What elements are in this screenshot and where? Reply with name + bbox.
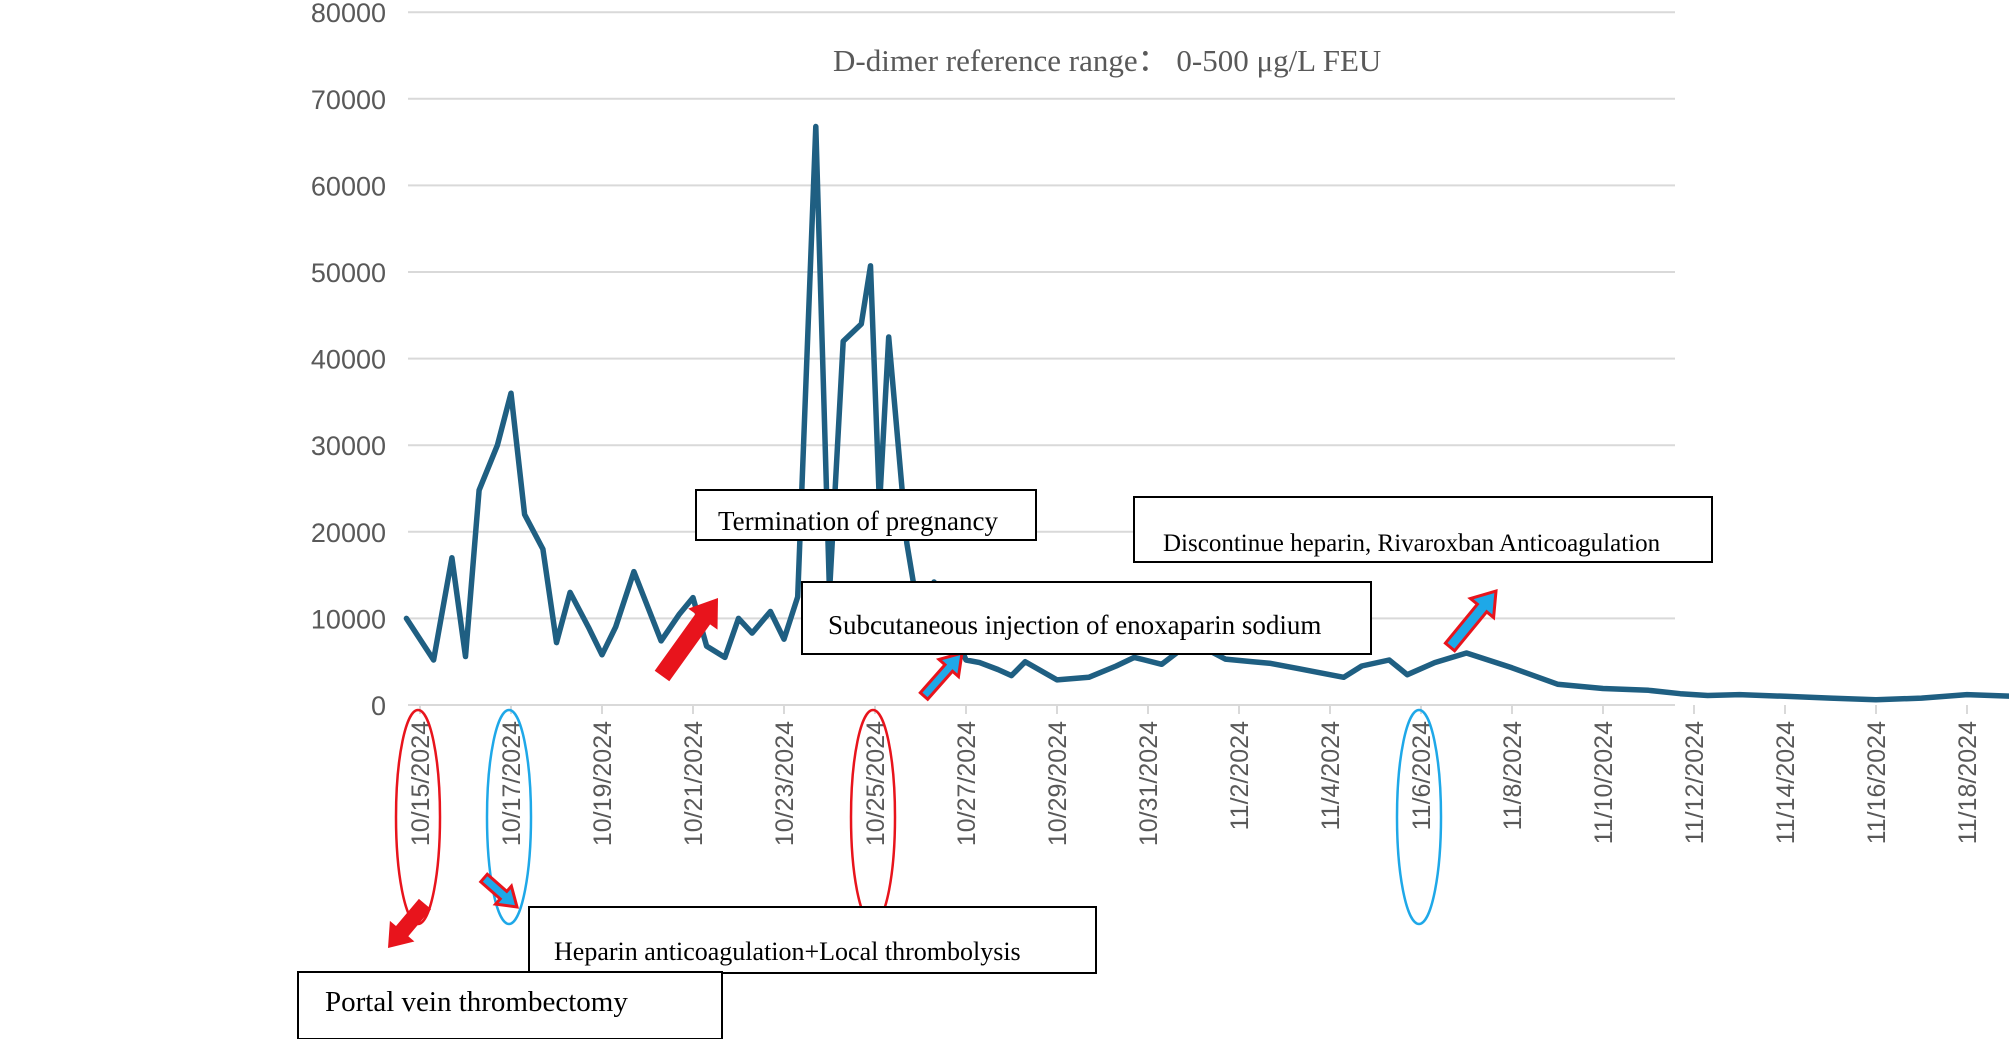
y-tick-label: 60000 bbox=[311, 171, 386, 201]
annotation-arrows bbox=[388, 588, 1498, 948]
annotation-enoxaparin: Subcutaneous injection of enoxaparin sod… bbox=[801, 581, 1372, 655]
arrow-enoxaparin-icon bbox=[918, 650, 964, 702]
highlight-ellipse-11-6-2024 bbox=[1395, 708, 1443, 926]
x-tick-label: 11/14/2024 bbox=[1772, 721, 1800, 844]
x-tick-label: 11/4/2024 bbox=[1317, 721, 1345, 830]
arrow-heparin-icon bbox=[478, 872, 520, 909]
y-tick-label: 80000 bbox=[311, 0, 386, 28]
annotation-enoxaparin-text: Subcutaneous injection of enoxaparin sod… bbox=[828, 610, 1321, 640]
annotation-discontinue-text: Discontinue heparin, Rivaroxban Anticoag… bbox=[1163, 530, 1661, 557]
annotation-termination-box bbox=[695, 489, 1037, 541]
y-tick-label: 70000 bbox=[311, 85, 386, 115]
x-tick-label: 11/18/2024 bbox=[1954, 721, 1982, 844]
y-tick-label: 10000 bbox=[311, 604, 386, 634]
x-tick-label: 11/2/2024 bbox=[1226, 721, 1254, 830]
x-tick-label: 11/10/2024 bbox=[1590, 721, 1618, 844]
arrow-termination-icon bbox=[654, 598, 718, 682]
x-tick-label: 10/27/2024 bbox=[953, 721, 981, 846]
arrow-thrombectomy-icon bbox=[388, 898, 432, 948]
x-tick-label: 11/16/2024 bbox=[1863, 721, 1891, 844]
series-line-0 bbox=[403, 123, 2009, 703]
annotation-thrombectomy-box bbox=[297, 971, 723, 1039]
annotation-heparin: Heparin anticoagulation+Local thrombolys… bbox=[528, 906, 1097, 974]
reference-range-note: D-dimer reference range： 0-500 μg/L FEU bbox=[833, 43, 1381, 78]
annotation-heparin-box bbox=[528, 906, 1097, 974]
y-tick-label: 40000 bbox=[311, 345, 386, 375]
y-axis-tick-labels: 0 10000 20000 30000 40000 50000 60000 70000 8000… bbox=[311, 0, 386, 721]
x-tick-label: 11/6/2024 bbox=[1408, 721, 1436, 830]
x-tick-label: 10/29/2024 bbox=[1044, 721, 1072, 846]
series-lines bbox=[403, 123, 2009, 703]
annotation-discontinue: Discontinue heparin, Rivaroxban Anticoag… bbox=[1133, 496, 1713, 563]
x-tick-label: 10/19/2024 bbox=[589, 721, 617, 846]
gridlines bbox=[408, 11, 1675, 620]
highlight-ellipses bbox=[394, 708, 1443, 926]
annotation-thrombectomy: Portal vein thrombectomy bbox=[297, 971, 723, 1039]
annotation-thrombectomy-text: Portal vein thrombectomy bbox=[325, 986, 628, 1018]
x-tick-label: 10/23/2024 bbox=[771, 721, 799, 846]
arrow-discontinue-icon bbox=[1443, 588, 1498, 653]
annotation-termination: Termination of pregnancy bbox=[695, 489, 1037, 541]
x-tick-label: 10/17/2024 bbox=[498, 721, 526, 846]
highlight-ellipse-10-17-2024 bbox=[485, 708, 533, 926]
annotation-discontinue-box bbox=[1133, 496, 1713, 563]
y-tick-label: 30000 bbox=[311, 431, 386, 461]
x-tick-label: 10/15/2024 bbox=[407, 721, 435, 846]
y-tick-label: 50000 bbox=[311, 258, 386, 288]
annotation-heparin-text: Heparin anticoagulation+Local thrombolys… bbox=[554, 937, 1021, 966]
x-tick-label: 10/31/2024 bbox=[1135, 721, 1163, 846]
x-tick-label: 11/8/2024 bbox=[1499, 721, 1527, 830]
x-tick-label: 11/12/2024 bbox=[1681, 721, 1709, 844]
y-tick-label: 20000 bbox=[311, 518, 386, 548]
x-axis bbox=[408, 704, 1968, 714]
x-tick-label: 10/21/2024 bbox=[680, 721, 708, 846]
x-tick-label: 10/25/2024 bbox=[862, 721, 890, 846]
annotation-termination-text: Termination of pregnancy bbox=[718, 506, 999, 536]
x-axis-tick-labels: 10/15/2024 10/17/2024 10/19/2024 10/21/2024… bbox=[407, 721, 1982, 846]
annotation-enoxaparin-box bbox=[801, 581, 1372, 655]
y-tick-label: 0 bbox=[371, 691, 386, 721]
